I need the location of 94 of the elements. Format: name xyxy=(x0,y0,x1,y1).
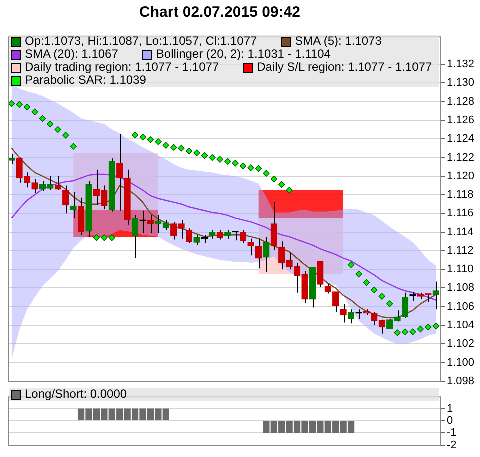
point xyxy=(70,143,77,150)
y-tick-label: 1.126 xyxy=(447,114,475,126)
y-tick-label: 1.106 xyxy=(447,300,475,313)
candlestick xyxy=(263,236,270,273)
candlestick xyxy=(317,260,324,288)
point xyxy=(47,120,54,128)
y-tick-label: 1.116 xyxy=(447,208,474,220)
point xyxy=(140,134,146,141)
point xyxy=(194,150,200,156)
y-tick-label: 1.132 xyxy=(447,58,475,71)
candlestick xyxy=(186,228,193,244)
point xyxy=(394,330,401,336)
candlestick xyxy=(432,281,440,310)
point xyxy=(93,234,100,242)
y-tick-label: 1.122 xyxy=(447,152,475,164)
y-tick-label: -2 xyxy=(447,439,457,452)
point xyxy=(417,326,424,333)
candlestick xyxy=(402,292,409,319)
y-tick-label: -1 xyxy=(447,427,457,440)
point xyxy=(240,162,247,170)
point xyxy=(402,328,409,336)
point xyxy=(16,101,23,108)
point xyxy=(248,164,254,172)
legend-label: Parabolic SAR: 1.1039 xyxy=(25,73,146,87)
point xyxy=(101,234,108,242)
y-tick-label: 1.110 xyxy=(447,264,474,276)
candlestick xyxy=(62,185,70,214)
candlestick xyxy=(309,267,316,308)
y-tick-label: 1.128 xyxy=(447,96,475,108)
point xyxy=(201,152,208,160)
candlestick xyxy=(324,284,332,294)
point xyxy=(8,100,16,108)
y-tick-label: 1 xyxy=(447,402,454,415)
y-tick-label: 1.112 xyxy=(447,244,474,257)
candlestick xyxy=(209,230,216,240)
point xyxy=(62,132,70,139)
point xyxy=(255,166,262,172)
candlestick xyxy=(332,292,340,313)
candlestick xyxy=(78,197,85,236)
point xyxy=(24,104,31,111)
y-tick-label: 1.118 xyxy=(447,189,474,202)
y-tick-label: 0 xyxy=(447,415,454,428)
point xyxy=(410,328,416,336)
point xyxy=(363,279,370,286)
candlestick xyxy=(108,158,116,212)
y-tick-label: 1.124 xyxy=(447,133,475,146)
point xyxy=(378,293,386,300)
legend-label: Bollinger (20, 2): 1.1031 - 1.1104 xyxy=(156,47,331,61)
point xyxy=(170,144,178,151)
point xyxy=(371,286,378,294)
candlestick xyxy=(86,180,92,238)
legend-label: Op:1.1073, Hi:1.1087, Lo:1.1057, Cl:1.1077 xyxy=(25,34,258,48)
chart-title: Chart 02.07.2015 09:42 xyxy=(138,4,302,21)
point xyxy=(132,132,139,139)
point xyxy=(386,300,394,308)
y-tick-label: 1.108 xyxy=(447,282,475,294)
point xyxy=(54,126,62,134)
point xyxy=(278,181,286,188)
point xyxy=(432,323,440,330)
candlestick xyxy=(70,192,77,219)
candlestick xyxy=(340,304,347,324)
point xyxy=(356,270,362,278)
point xyxy=(178,145,185,152)
y-tick-label: 1.120 xyxy=(447,170,475,182)
legend-label: SMA (20): 1.1067 xyxy=(25,47,118,61)
point xyxy=(224,158,232,165)
y-tick-label: 1.114 xyxy=(447,226,474,238)
y-tick-label: 1.102 xyxy=(447,338,475,350)
legend-label: Daily trading region: 1.1077 - 1.1077 xyxy=(25,60,220,74)
legend-label: Daily S/L region: 1.1077 - 1.1077 xyxy=(257,60,432,74)
legend-label: Long/Short: 0.0000 xyxy=(25,387,128,401)
point xyxy=(147,136,154,144)
candlestick xyxy=(270,202,278,251)
y-tick-label: 1.100 xyxy=(447,356,475,369)
point xyxy=(270,176,278,183)
point xyxy=(232,160,239,167)
point xyxy=(348,262,355,268)
legend-label: SMA (5): 1.1073 xyxy=(295,34,382,48)
point xyxy=(186,148,193,155)
point xyxy=(108,234,116,242)
candlestick xyxy=(54,176,62,191)
point xyxy=(209,154,216,162)
point xyxy=(32,108,38,116)
point xyxy=(425,324,432,331)
point xyxy=(155,138,162,146)
y-tick-label: 1.130 xyxy=(447,77,475,90)
point xyxy=(162,142,170,149)
point xyxy=(216,156,224,163)
point xyxy=(286,187,293,194)
y-tick-label: 1.104 xyxy=(447,320,475,332)
candlestick xyxy=(32,178,38,194)
point xyxy=(39,115,46,122)
y-tick-label: 1.098 xyxy=(447,375,475,388)
point xyxy=(263,170,270,177)
